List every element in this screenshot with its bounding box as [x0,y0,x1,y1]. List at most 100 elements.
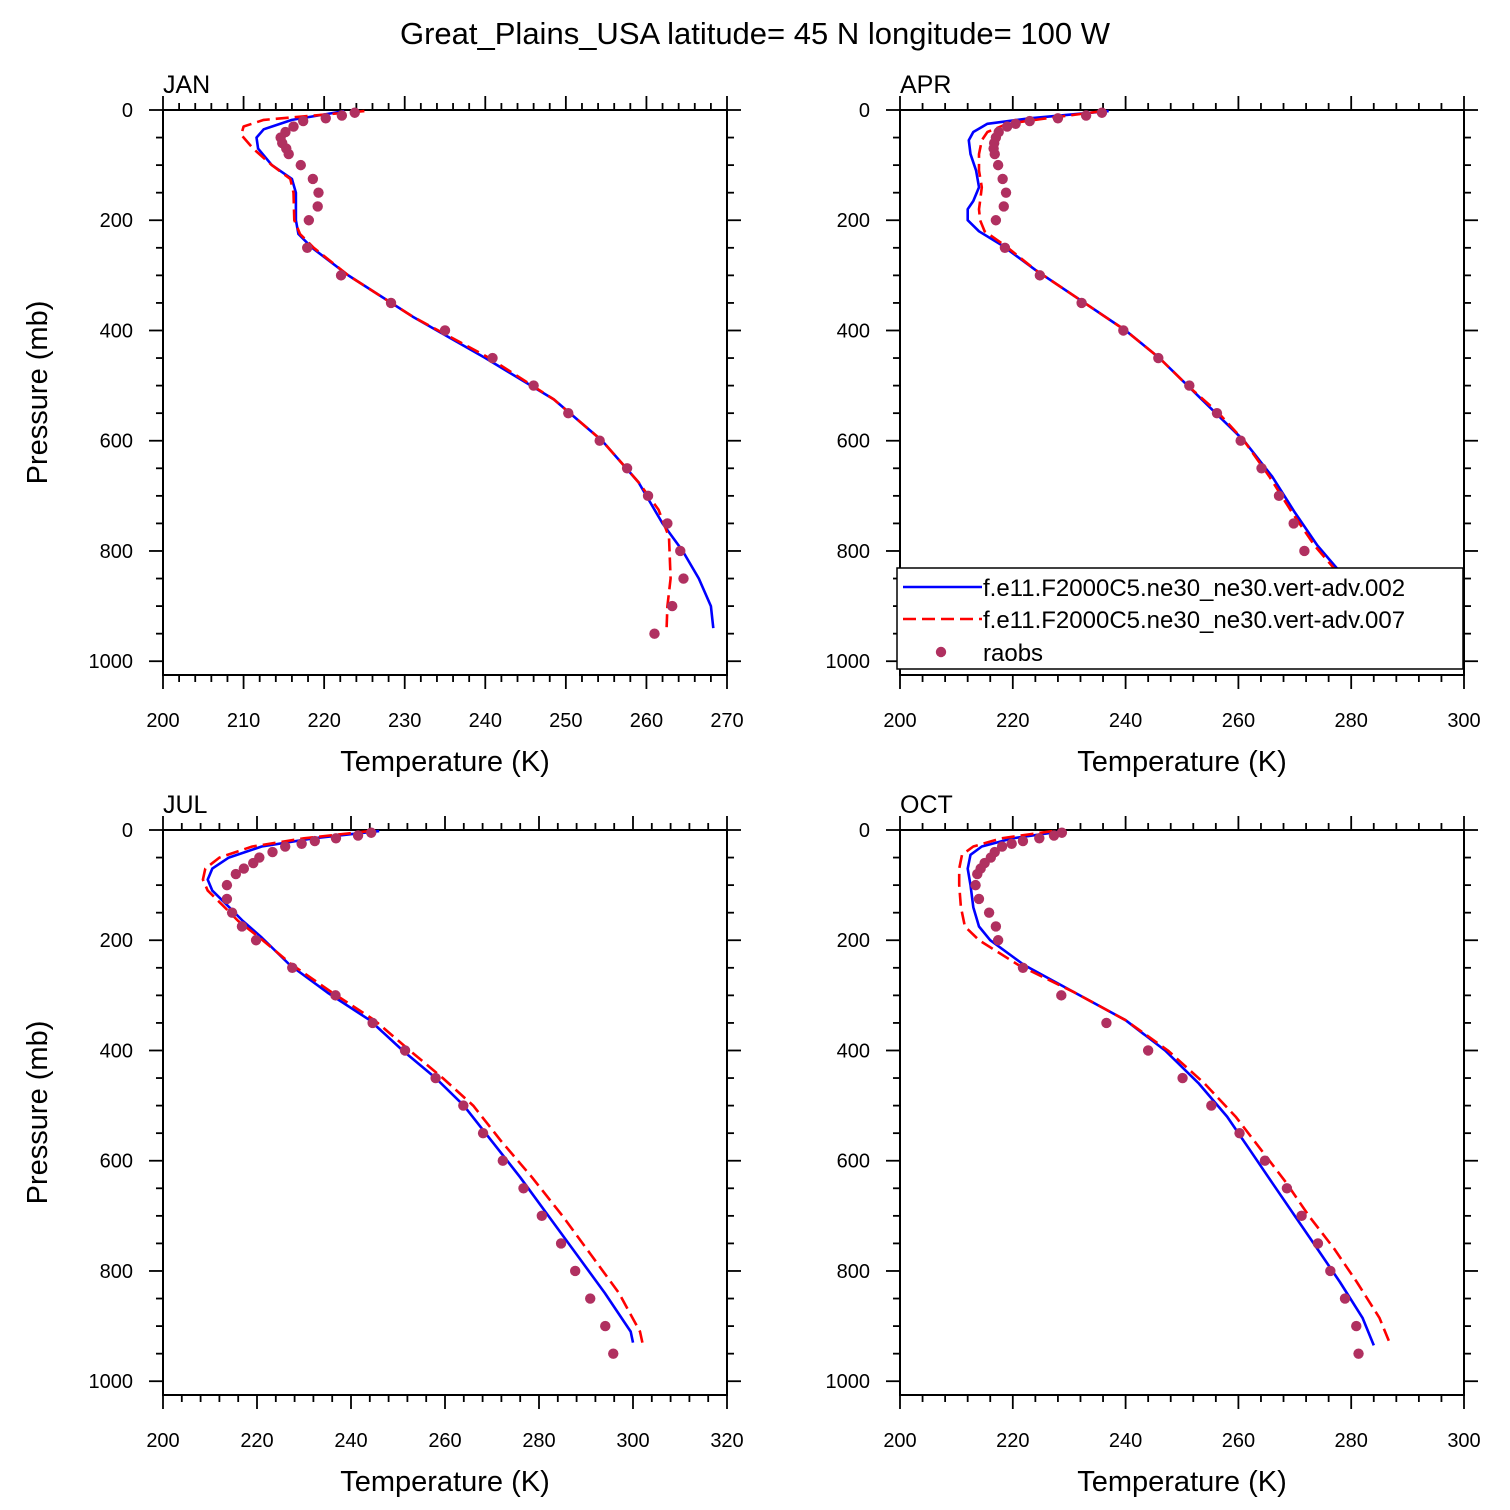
raobs-point [1056,827,1068,838]
raobs-point [536,1210,548,1222]
x-tick-label: 280 [522,1430,555,1452]
panel-title: OCT [900,791,953,819]
raobs-point [1339,1293,1351,1304]
x-axis-label: Temperature (K) [1077,746,1287,778]
raobs-point [992,159,1004,171]
raobs-point [288,121,299,132]
raobs-point [989,148,1000,160]
raobs-point [430,1072,441,1084]
raobs-point [1017,962,1029,974]
y-tick-label: 200 [100,210,133,232]
raobs-point [997,173,1008,185]
raobs-point [303,215,315,226]
raobs-point [675,545,686,557]
series-line-vert-adv-007 [957,829,1392,1346]
panel-title: JUL [163,791,208,819]
raobs-point [312,201,323,212]
x-tick-label: 260 [1222,710,1255,732]
y-tick-label: 1000 [826,651,871,673]
x-tick-label: 270 [710,710,743,732]
raobs-point [399,1045,411,1056]
x-tick-label: 240 [469,710,502,732]
x-tick-label: 210 [227,710,260,732]
raobs-point [1000,187,1012,198]
raobs-point [990,215,1002,226]
x-tick-label: 250 [549,710,582,732]
raobs-point [250,935,262,946]
raobs-point [1118,325,1129,336]
series-line-vert-adv-007 [977,109,1378,629]
raobs-point [1153,352,1164,364]
raobs-point [1034,833,1045,844]
raobs-point [970,879,981,891]
y-tick-label: 600 [837,431,870,453]
raobs-point [487,352,498,364]
x-tick-label: 280 [1335,710,1368,732]
raobs-point [518,1183,529,1194]
legend-box [896,567,1464,670]
raobs-point [320,113,331,124]
raobs-point [1234,1127,1245,1139]
raobs-point [600,1320,611,1332]
legend-entry-label: raobs [983,640,1043,667]
x-tick-label: 300 [1447,1430,1480,1452]
x-tick-label: 220 [307,710,340,732]
raobs-point [238,863,250,874]
x-tick-label: 200 [146,1430,179,1452]
y-tick-label: 800 [837,1261,870,1283]
x-tick-label: 240 [1109,1430,1142,1452]
raobs-point [667,600,678,612]
raobs-point [221,879,233,891]
raobs-point [1299,545,1310,557]
raobs-point [1296,1210,1307,1222]
raobs-point [1273,490,1285,502]
y-tick-label: 1000 [89,651,134,673]
series-line-vert-adv-007 [239,109,672,629]
panel-title: APR [900,71,951,99]
raobs-point [309,835,321,847]
raobs-point [477,1127,489,1139]
plot-frame [162,109,728,676]
raobs-point [1325,1265,1336,1277]
raobs-point [1281,1183,1293,1194]
legend-marker-raobs [935,646,947,658]
x-tick-label: 240 [1109,710,1142,732]
plot-frame [899,829,1465,1396]
raobs-point [621,463,633,474]
y-tick-label: 0 [859,100,870,122]
x-tick-label: 240 [334,1430,367,1452]
raobs-point [230,868,242,880]
raobs-point [998,201,1009,212]
raobs-point [1096,107,1108,118]
raobs-point [1076,297,1087,309]
raobs-point [313,187,324,198]
x-tick-label: 300 [616,1430,649,1452]
raobs-point [1017,835,1029,847]
raobs-point [990,921,1002,932]
raobs-point [280,841,291,852]
x-tick-label: 200 [883,710,916,732]
x-tick-label: 260 [428,1430,461,1452]
panel-jan: 200 210 220 230 240 250 260 270 0 200 400 600 800 100… [22,71,744,778]
raobs-point [297,115,309,127]
legend-entry-label: f.e11.F2000C5.ne30_ne30.vert-adv.007 [983,607,1405,634]
panel-apr: 200 220 240 260 280 300 0 200 400 600 800 1000 APR Te… [826,71,1481,778]
raobs-point [528,380,539,391]
y-tick-label: 200 [837,930,870,952]
x-tick-label: 200 [146,710,179,732]
raobs-point [649,628,660,639]
raobs-point [226,907,238,918]
raobs-point [330,990,341,1001]
y-tick-label: 200 [837,210,870,232]
panel-title: JAN [163,71,210,99]
series-line-vert-adv-002 [966,109,1381,629]
raobs-point [1034,270,1046,281]
raobs-point [1024,115,1035,127]
raobs-point [1052,113,1064,124]
x-tick-label: 260 [1222,1430,1255,1452]
x-tick-label: 320 [710,1430,743,1452]
raobs-point [295,159,306,171]
x-tick-label: 200 [883,1430,916,1452]
raobs-point [1288,518,1299,529]
x-tick-label: 260 [630,710,663,732]
